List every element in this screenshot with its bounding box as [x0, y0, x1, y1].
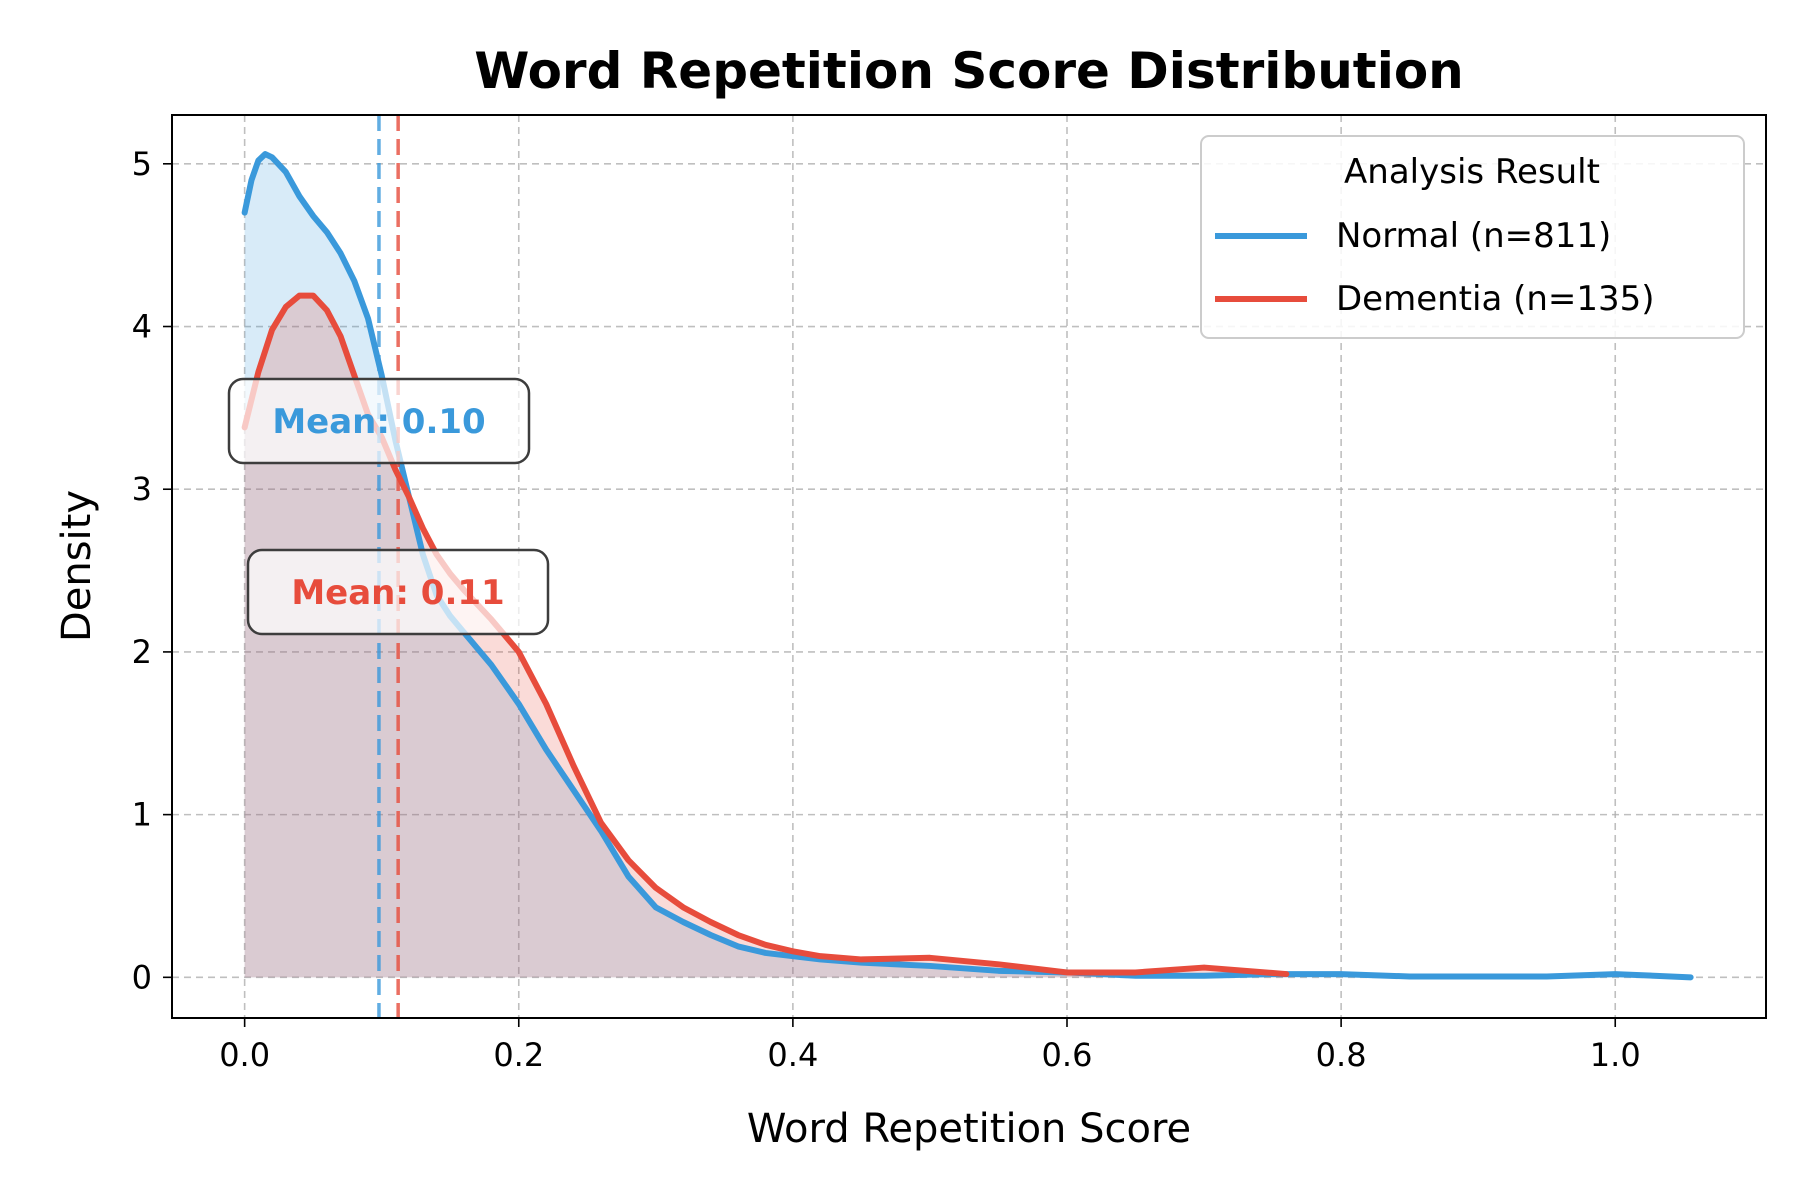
- axis-ticks: 0.0 0.2 0.4 0.6 0.8 1.0 0 1 2 3 4 5: [132, 145, 1641, 1074]
- density-line-dementia: [241, 292, 1290, 978]
- legend-label-normal: Normal (n=811): [1336, 216, 1611, 256]
- x-tick-label: 0.0: [219, 1036, 270, 1074]
- y-tick-label: 2: [132, 633, 152, 671]
- density-line-normal: [241, 151, 1694, 981]
- y-tick-label: 4: [132, 308, 152, 346]
- density-fills: [244, 154, 1691, 978]
- mean-annotation-label-normal: Mean: 0.10: [272, 402, 485, 442]
- x-axis-label: Word Repetition Score: [747, 1106, 1191, 1152]
- legend-title: Analysis Result: [1344, 152, 1600, 192]
- y-tick-label: 3: [132, 470, 152, 508]
- mean-lines: [377, 115, 400, 1018]
- plot-frame: [171, 114, 1767, 1019]
- mean-annotations: Mean: 0.10 Mean: 0.11: [227, 377, 550, 636]
- x-tick-label: 0.6: [1042, 1036, 1093, 1074]
- chart-title: Word Repetition Score Distribution: [474, 42, 1464, 100]
- x-tick-label: 0.2: [493, 1036, 544, 1074]
- legend-box: [1200, 135, 1745, 339]
- y-axis-label: Density: [54, 490, 100, 642]
- y-tick-label: 0: [132, 958, 152, 996]
- mean-annotation-box-dementia: [246, 548, 550, 636]
- y-tick-label: 5: [132, 145, 152, 183]
- x-tick-label: 0.8: [1316, 1036, 1367, 1074]
- x-tick-label: 0.4: [767, 1036, 818, 1074]
- density-fill-normal: [244, 154, 1691, 978]
- legend-label-dementia: Dementia (n=135): [1336, 279, 1655, 319]
- x-tick-label: 1.0: [1590, 1036, 1641, 1074]
- y-tick-label: 1: [132, 796, 152, 834]
- density-lines: [241, 151, 1694, 981]
- mean-annotation-label-dementia: Mean: 0.11: [291, 573, 504, 613]
- mean-annotation-box-normal: [227, 377, 531, 465]
- density-fill-dementia: [244, 295, 1287, 978]
- legend: Analysis Result Normal (n=811) Dementia …: [1200, 135, 1745, 339]
